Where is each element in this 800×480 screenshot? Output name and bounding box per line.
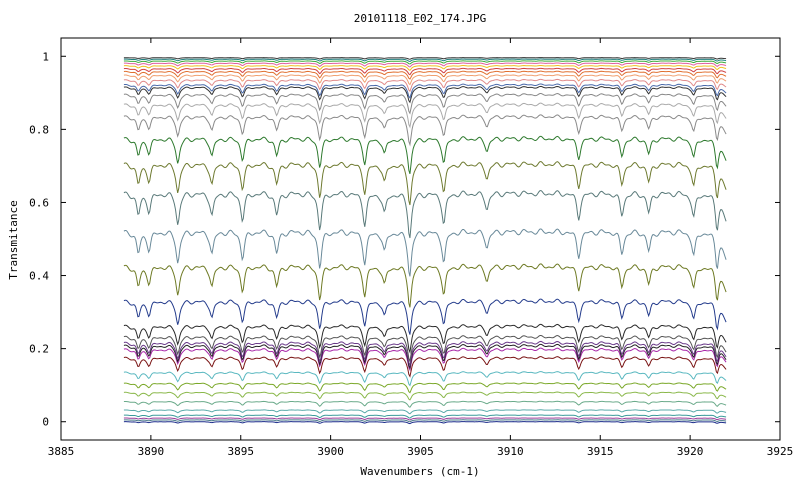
y-tick-label: 0.4 [29, 270, 49, 283]
series-line-16 [123, 263, 727, 308]
series-line-8 [123, 371, 727, 387]
series-line-10 [123, 347, 727, 372]
series-line-20 [123, 135, 727, 174]
series-line-29 [123, 67, 727, 76]
series-line-27 [123, 74, 727, 86]
series-line-25 [123, 83, 727, 99]
series-line-14 [123, 323, 727, 354]
y-axis-label: Transmitance [7, 200, 20, 279]
plot-frame [60, 37, 781, 441]
series-line-7 [123, 382, 727, 394]
series-line-5 [123, 400, 727, 408]
y-tick-label: 0.2 [29, 343, 49, 356]
x-axis-label: Wavenumbers (cm-1) [360, 465, 479, 478]
y-tick-label: 1 [42, 50, 49, 63]
series-line-24 [123, 85, 727, 104]
series-line-21 [123, 114, 727, 147]
series-line-31 [123, 62, 727, 68]
y-tick-label: 0.8 [29, 123, 49, 136]
series-line-15 [123, 298, 727, 335]
series-line-0 [123, 421, 727, 425]
series-line-34 [123, 57, 727, 60]
x-tick-label: 3920 [677, 445, 704, 458]
series-group [123, 57, 727, 425]
series-line-13 [123, 334, 727, 363]
series-line-12 [123, 340, 727, 367]
x-tick-label: 3885 [48, 445, 75, 458]
x-tick-label: 3900 [317, 445, 344, 458]
x-tick-label: 3925 [767, 445, 794, 458]
series-line-17 [123, 228, 727, 277]
x-tick-label: 3890 [138, 445, 165, 458]
chart-title: 20101118_E02_174.JPG [354, 12, 486, 25]
y-tick-label: 0 [42, 416, 49, 429]
series-line-4 [123, 409, 727, 415]
x-tick-label: 3910 [497, 445, 524, 458]
series-line-33 [123, 58, 727, 62]
series-line-6 [123, 391, 727, 401]
series-line-3 [123, 414, 727, 419]
x-tick-label: 3895 [228, 445, 255, 458]
series-line-22 [123, 102, 727, 129]
series-line-1 [123, 419, 727, 423]
x-tick-label: 3915 [587, 445, 614, 458]
series-line-11 [123, 343, 727, 370]
axes: 3885 3890 3895 3900 3905 3910 3915 3920 3925 0 0.2… [29, 38, 793, 458]
series-line-26 [123, 78, 727, 93]
series-line-18 [123, 190, 727, 239]
x-tick-label: 3905 [407, 445, 434, 458]
series-line-28 [123, 70, 727, 80]
series-line-23 [123, 93, 727, 115]
series-line-2 [123, 417, 727, 421]
series-line-32 [123, 60, 727, 65]
series-line-19 [123, 161, 727, 206]
y-tick-label: 0.6 [29, 196, 49, 209]
series-line-30 [123, 64, 727, 71]
series-line-9 [123, 356, 727, 378]
